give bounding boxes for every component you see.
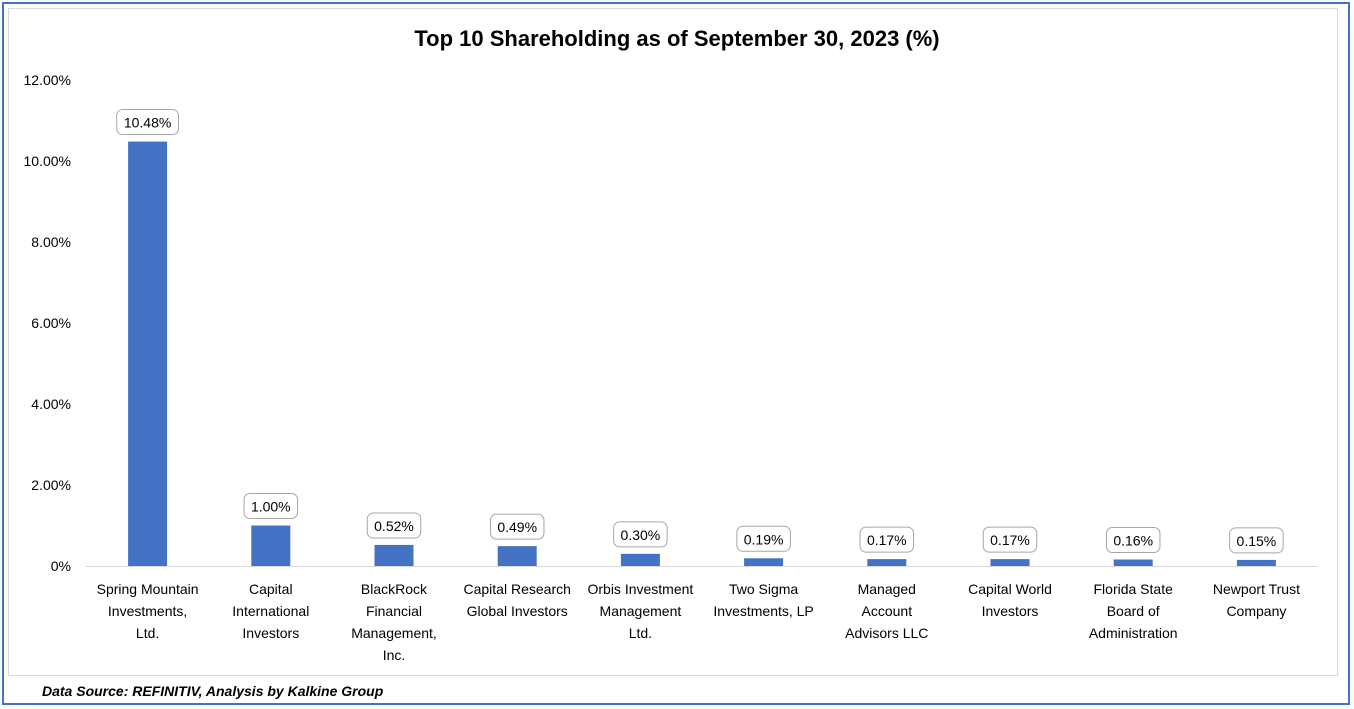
bar (620, 553, 660, 566)
x-tick-label-line: Managed (858, 581, 916, 597)
x-tick-label-line: Management, (351, 625, 437, 641)
x-tick-label-line: Newport Trust (1213, 581, 1300, 597)
bar (374, 544, 414, 566)
x-tick-label: Managed Account Advisors LLC (845, 581, 928, 641)
bar (1236, 559, 1276, 566)
data-label: 0.49% (497, 519, 537, 535)
x-tick-label-line: Ltd. (136, 625, 159, 641)
x-tick-label: Orbis Investment Management Ltd. (587, 581, 693, 641)
x-tick-label-line: Financial (366, 603, 422, 619)
data-label: 0.17% (990, 532, 1030, 548)
data-label: 0.19% (744, 531, 784, 547)
bar (744, 558, 784, 566)
x-tick-label-line: Spring Mountain (97, 581, 199, 597)
x-tick-label-line: Investments, LP (713, 603, 813, 619)
x-tick-label-line: International (232, 603, 309, 619)
y-tick-label: 0% (51, 558, 71, 574)
x-tick-label-line: Investments, (108, 603, 187, 619)
y-tick-label: 2.00% (31, 477, 71, 493)
bar (867, 559, 907, 566)
data-label-box (243, 493, 299, 519)
x-tick-label-line: Account (862, 603, 913, 619)
y-tick-label: 4.00% (31, 396, 71, 412)
x-tick-label-line: Global Investors (467, 603, 568, 619)
bar (251, 525, 291, 566)
data-label-box (736, 525, 791, 552)
data-label-box (613, 521, 668, 548)
data-source-note: Data Source: REFINITIV, Analysis by Kalk… (42, 683, 384, 699)
data-label: 0.15% (1237, 533, 1277, 549)
data-label: 10.48% (124, 115, 171, 131)
x-tick-label-line: Capital World (968, 581, 1052, 597)
y-tick-label: 10.00% (24, 153, 71, 169)
bar (497, 546, 537, 566)
x-tick-label-line: Company (1226, 603, 1286, 619)
data-label-box (859, 526, 915, 553)
data-label-box (1105, 527, 1161, 554)
x-tick-label-line: Two Sigma (729, 581, 798, 597)
y-tick-label: 8.00% (31, 234, 71, 250)
x-tick-label-line: BlackRock (361, 581, 428, 597)
x-tick-label-line: Orbis Investment (587, 581, 693, 597)
data-label: 0.16% (1113, 533, 1153, 549)
x-tick-label-line: Capital Research (464, 581, 571, 597)
data-label: 1.00% (251, 499, 291, 515)
x-tick-label-line: Advisors LLC (845, 625, 928, 641)
x-tick-label-line: Investors (982, 603, 1039, 619)
y-tick-label: 6.00% (31, 315, 71, 331)
x-tick-label-line: Capital (249, 581, 293, 597)
x-tick-label-line: Board of (1107, 603, 1160, 619)
x-tick-label: BlackRock Financial Management, Inc. (351, 581, 437, 663)
x-tick-label: Capital Research Global Investors (464, 581, 571, 619)
data-label-box (982, 526, 1038, 553)
bar (128, 141, 168, 566)
x-tick-label-line: Administration (1089, 625, 1178, 641)
bar (990, 559, 1030, 566)
y-tick-label: 12.00% (24, 72, 71, 88)
bar (1113, 559, 1153, 566)
x-tick-label: Capital International Investors (232, 581, 309, 641)
chart-title: Top 10 Shareholding as of September 30, … (414, 26, 940, 51)
x-tick-label-line: Management (600, 603, 682, 619)
x-tick-label-line: Ltd. (629, 625, 652, 641)
data-label-box (116, 109, 179, 136)
x-tick-label: Two Sigma Investments, LP (713, 581, 813, 619)
data-label: 0.30% (621, 527, 661, 543)
data-label-box (489, 513, 545, 540)
data-label-box (1229, 527, 1284, 554)
x-tick-label-line: Investors (242, 625, 299, 641)
data-label: 0.52% (374, 518, 414, 534)
data-label-box (366, 512, 422, 539)
x-tick-label-line: Inc. (383, 647, 406, 663)
x-tick-label: Florida State Board of Administration (1089, 581, 1178, 641)
x-tick-label-line: Florida State (1094, 581, 1174, 597)
data-label: 0.17% (867, 532, 907, 548)
x-tick-label: Spring Mountain Investments, Ltd. (97, 581, 199, 641)
x-tick-label: Newport Trust Company (1213, 581, 1300, 619)
x-tick-label: Capital World Investors (968, 581, 1052, 619)
